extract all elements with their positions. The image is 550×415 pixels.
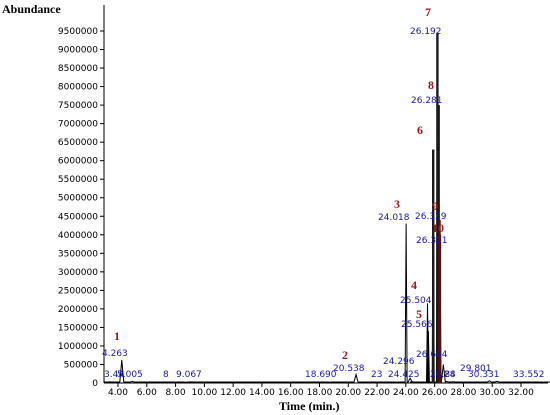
peak-rt-label: 26.604 <box>416 350 448 360</box>
x-tick-label: 4.00 <box>108 388 128 398</box>
y-tick-label: 8000000 <box>58 83 98 93</box>
y-tick-label: 0 <box>92 379 98 389</box>
peak-rt-label: 4.263 <box>102 349 128 359</box>
y-tick-label: 2000000 <box>58 305 98 315</box>
y-axis-label: Abundance <box>2 2 61 16</box>
peak-rt-label: 28 <box>444 370 456 380</box>
peak-bar <box>438 234 442 383</box>
peak-number-label: 8 <box>428 78 434 92</box>
y-tick-label: 1000000 <box>58 342 98 352</box>
peak-rt-label: 20.538 <box>333 364 365 374</box>
x-tick-label: 12.00 <box>220 388 246 398</box>
peak-rt-label: 24.425 <box>388 370 420 380</box>
y-tick-label: 9000000 <box>58 46 98 56</box>
peak-rt-label: 23 <box>371 370 382 380</box>
y-tick-label: 4000000 <box>58 231 98 241</box>
y-tick-label: 500000 <box>64 360 99 370</box>
peak-number-label: 6 <box>417 123 423 137</box>
peak-rt-label: 18.690 <box>305 370 337 380</box>
peak-number-label: 3 <box>394 197 400 211</box>
y-tick-label: 6500000 <box>58 138 98 148</box>
x-tick-label: 22.00 <box>364 388 390 398</box>
peak-number-label: 2 <box>342 348 348 362</box>
x-tick-label: 24.00 <box>393 388 419 398</box>
peak-rt-label: 24.296 <box>383 357 415 367</box>
peak-number-label: 9 <box>432 199 438 213</box>
peak-rt-label: 29.801 <box>460 364 492 374</box>
x-tick-label: 28.00 <box>451 388 477 398</box>
y-tick-label: 5000000 <box>58 194 98 204</box>
peak-number-label: 5 <box>416 307 422 321</box>
x-axis-label: Time (min.) <box>279 399 339 413</box>
peak-bar <box>436 32 439 383</box>
peak-rt-label: 30.331 <box>468 370 500 380</box>
x-tick-label: 32.00 <box>508 388 534 398</box>
peak-rt-label: 26.371 <box>416 236 448 246</box>
peak-rt-label: 25.566 <box>401 320 433 330</box>
peak-rt-label: 26.192 <box>410 27 442 37</box>
peak-rt-label: 3.44 <box>104 370 124 380</box>
x-tick-group: 4.00 6.00 8.00 10.00 12.00 14.00 16.00 18.00 20.… <box>108 383 534 398</box>
y-tick-label: 4500000 <box>58 212 98 222</box>
x-tick-label: 8.00 <box>166 388 186 398</box>
x-tick-label: 14.00 <box>249 388 275 398</box>
x-tick-label: 16.00 <box>278 388 304 398</box>
peak-rt-label: 26.281 <box>411 96 443 106</box>
peak-rt-label: 24.018 <box>378 213 410 223</box>
peak-number-label: 7 <box>425 5 431 19</box>
y-tick-label: 7500000 <box>58 101 98 111</box>
x-tick-label: 10.00 <box>191 388 217 398</box>
y-tick-label: 7000000 <box>58 120 98 130</box>
y-tick-label: 3500000 <box>58 249 98 259</box>
peak-number-label: 4 <box>411 278 417 292</box>
peak-rt-label: 33.552 <box>513 370 545 380</box>
x-tick-label: 18.00 <box>307 388 333 398</box>
y-tick-label: 3000000 <box>58 268 98 278</box>
x-tick-label: 20.00 <box>335 388 361 398</box>
peak-rt-label: 8 <box>163 370 169 380</box>
peak-fill-group <box>432 32 442 384</box>
peak-rt-label: 9.067 <box>176 370 202 380</box>
y-tick-group: 500000 1000000 1500000 2000000 2500000 300000… <box>58 27 104 389</box>
y-tick-label: 5500000 <box>58 175 98 185</box>
peak-number-label: 10 <box>432 221 444 235</box>
y-tick-label: 6000000 <box>58 157 98 167</box>
peak-bar <box>432 149 435 383</box>
y-tick-label: 8500000 <box>58 64 98 74</box>
peak-rt-label: 5.005 <box>117 370 143 380</box>
y-tick-label: 2500000 <box>58 286 98 296</box>
peak-number-label: 1 <box>114 329 120 343</box>
x-tick-label: 6.00 <box>137 388 157 398</box>
peak-rt-label: 26.339 <box>415 212 447 222</box>
x-tick-label: 30.00 <box>479 388 505 398</box>
y-tick-label: 9500000 <box>58 27 98 37</box>
chromatogram-trace <box>103 32 550 383</box>
peak-rt-label: 25.504 <box>400 296 432 306</box>
peak-rt-label: 26.84 <box>430 370 456 380</box>
y-tick-label: 1500000 <box>58 323 98 333</box>
x-tick-label: 26.00 <box>422 388 448 398</box>
